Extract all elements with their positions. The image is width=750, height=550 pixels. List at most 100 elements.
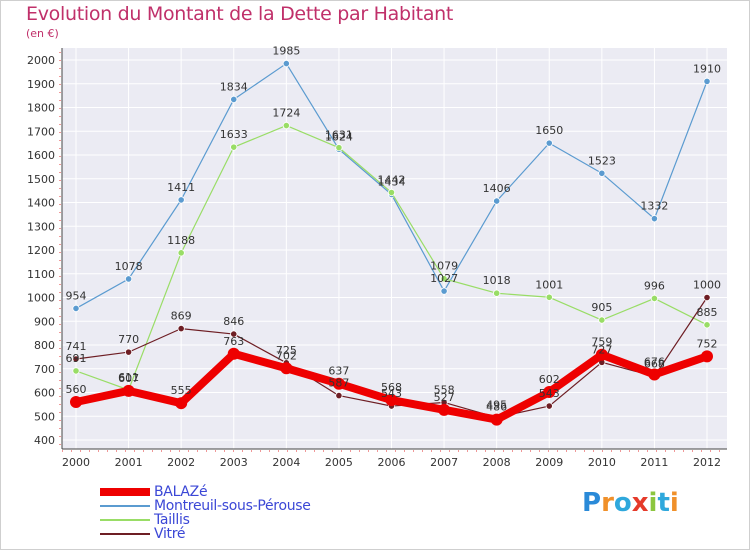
series-point-0 — [440, 287, 448, 295]
x-tick-label: 2009 — [535, 456, 563, 469]
series-point-3 — [280, 362, 293, 375]
x-tick-label: 2000 — [62, 456, 90, 469]
y-tick-label: 600 — [34, 387, 55, 400]
data-label-1: 691 — [66, 352, 87, 365]
x-tick-label: 2003 — [220, 456, 248, 469]
series-point-1 — [282, 121, 290, 130]
legend-item: BALAZé — [100, 484, 208, 500]
data-label-0: 1078 — [115, 260, 143, 273]
legend-label: BALAZé — [154, 484, 208, 500]
y-tick-label: 1500 — [27, 173, 55, 186]
series-point-0 — [282, 59, 290, 68]
data-label-0: 1332 — [640, 200, 668, 213]
x-tick-label: 2004 — [272, 456, 300, 469]
data-label-0: 1434 — [378, 175, 406, 188]
data-label-3: 759 — [591, 336, 612, 349]
data-label-2: 741 — [66, 340, 87, 353]
data-label-2: 558 — [434, 383, 455, 396]
series-point-2 — [230, 330, 238, 338]
series-point-3 — [438, 403, 451, 416]
x-tick-label: 2006 — [378, 456, 406, 469]
data-label-0: 954 — [66, 289, 87, 302]
series-point-2 — [545, 402, 553, 410]
data-label-2: 543 — [381, 387, 402, 400]
y-tick-label: 1900 — [27, 78, 55, 91]
series-point-1 — [335, 144, 343, 152]
data-label-2: 1000 — [693, 279, 721, 292]
series-point-1 — [493, 289, 501, 297]
chart-title: Evolution du Montant de la Dette par Hab… — [26, 3, 454, 25]
data-label-1: 1724 — [272, 107, 300, 120]
data-label-3: 602 — [539, 373, 560, 386]
logo-letter: x — [631, 488, 649, 518]
plot-area — [62, 48, 727, 449]
y-axis-unit: (en €) — [26, 27, 59, 40]
logo-letter: r — [601, 488, 614, 518]
y-tick-label: 900 — [34, 315, 55, 328]
series-point-0 — [598, 169, 606, 177]
legend-swatch — [100, 519, 150, 521]
series-point-1 — [387, 188, 396, 197]
data-label-3: 702 — [276, 349, 297, 362]
series-point-2 — [124, 348, 133, 356]
logo-letter: P — [582, 488, 602, 518]
series-point-1 — [177, 249, 185, 257]
data-label-1: 885 — [697, 306, 718, 319]
series-point-1 — [230, 143, 238, 151]
data-label-3: 637 — [328, 365, 349, 378]
data-label-3: 568 — [381, 381, 402, 394]
x-tick-label: 2010 — [588, 456, 616, 469]
data-label-3: 752 — [697, 337, 718, 350]
series-point-0 — [124, 275, 133, 283]
data-label-0: 1834 — [220, 80, 248, 93]
data-label-2: 543 — [539, 387, 560, 400]
y-tick-label: 500 — [34, 410, 55, 423]
series-point-2 — [177, 325, 185, 333]
series-point-0 — [72, 304, 80, 313]
series-point-0 — [545, 139, 553, 147]
data-label-0: 1411 — [167, 181, 195, 194]
data-label-1: 1018 — [483, 274, 511, 287]
y-tick-label: 2000 — [27, 54, 55, 67]
data-label-2: 587 — [328, 377, 349, 390]
series-point-3 — [701, 350, 713, 363]
legend-item: Vitré — [100, 526, 186, 542]
x-tick-label: 2008 — [483, 456, 511, 469]
series-point-3 — [175, 397, 188, 410]
data-label-3: 676 — [644, 355, 665, 368]
legend-label: Taillis — [154, 512, 190, 528]
series-point-1 — [72, 367, 80, 375]
logo-letter: o — [613, 488, 632, 518]
y-tick-label: 1700 — [27, 125, 55, 138]
data-label-3: 527 — [434, 391, 455, 404]
data-label-0: 1523 — [588, 154, 616, 167]
data-label-0: 1406 — [483, 182, 511, 195]
data-label-1: 1079 — [430, 260, 458, 273]
x-tick-label: 2007 — [430, 456, 458, 469]
data-label-3: 763 — [223, 335, 244, 348]
series-point-3 — [122, 384, 135, 397]
series-point-3 — [385, 394, 398, 407]
series-point-3 — [70, 396, 82, 408]
data-label-3: 607 — [118, 372, 139, 385]
x-tick-label: 2005 — [325, 456, 353, 469]
y-tick-label: 400 — [34, 434, 55, 447]
legend-swatch — [100, 505, 150, 507]
data-label-0: 1650 — [535, 124, 563, 137]
data-label-1: 1001 — [535, 278, 563, 291]
legend-label: Vitré — [154, 526, 186, 542]
series-point-3 — [227, 347, 240, 360]
y-tick-label: 1200 — [27, 244, 55, 257]
data-label-2: 725 — [276, 344, 297, 357]
data-label-1: 1631 — [325, 129, 353, 142]
series-point-1 — [545, 293, 553, 301]
series-point-1 — [598, 316, 606, 324]
y-tick-label: 1600 — [27, 149, 55, 162]
data-label-3: 555 — [171, 384, 192, 397]
data-label-1: 1442 — [378, 174, 406, 187]
series-point-3 — [543, 386, 556, 399]
x-tick-label: 2012 — [693, 456, 721, 469]
data-label-1: 1188 — [167, 234, 195, 247]
series-point-0 — [703, 77, 711, 85]
